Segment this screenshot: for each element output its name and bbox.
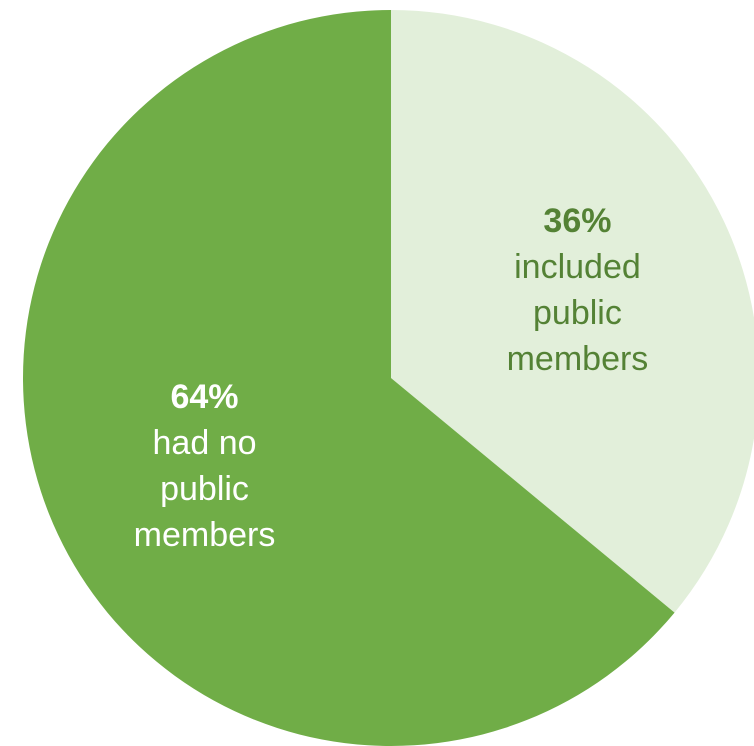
slice-description-line: included [514,248,641,287]
slice-label-1: 64% had no public members [134,374,276,558]
slice-percent-label: 64% [170,377,239,416]
slice-percent-label: 36% [543,202,612,241]
pie-slice-0 [391,10,754,613]
pie-slice-1 [23,10,675,746]
slice-label-0: 36% included public members [507,198,649,382]
slice-description-line: members [133,515,276,554]
slice-description-line: public [160,469,249,508]
slice-description-line: public [533,294,622,333]
slice-description-line: had no [152,423,257,462]
slice-description-line: members [506,340,649,379]
